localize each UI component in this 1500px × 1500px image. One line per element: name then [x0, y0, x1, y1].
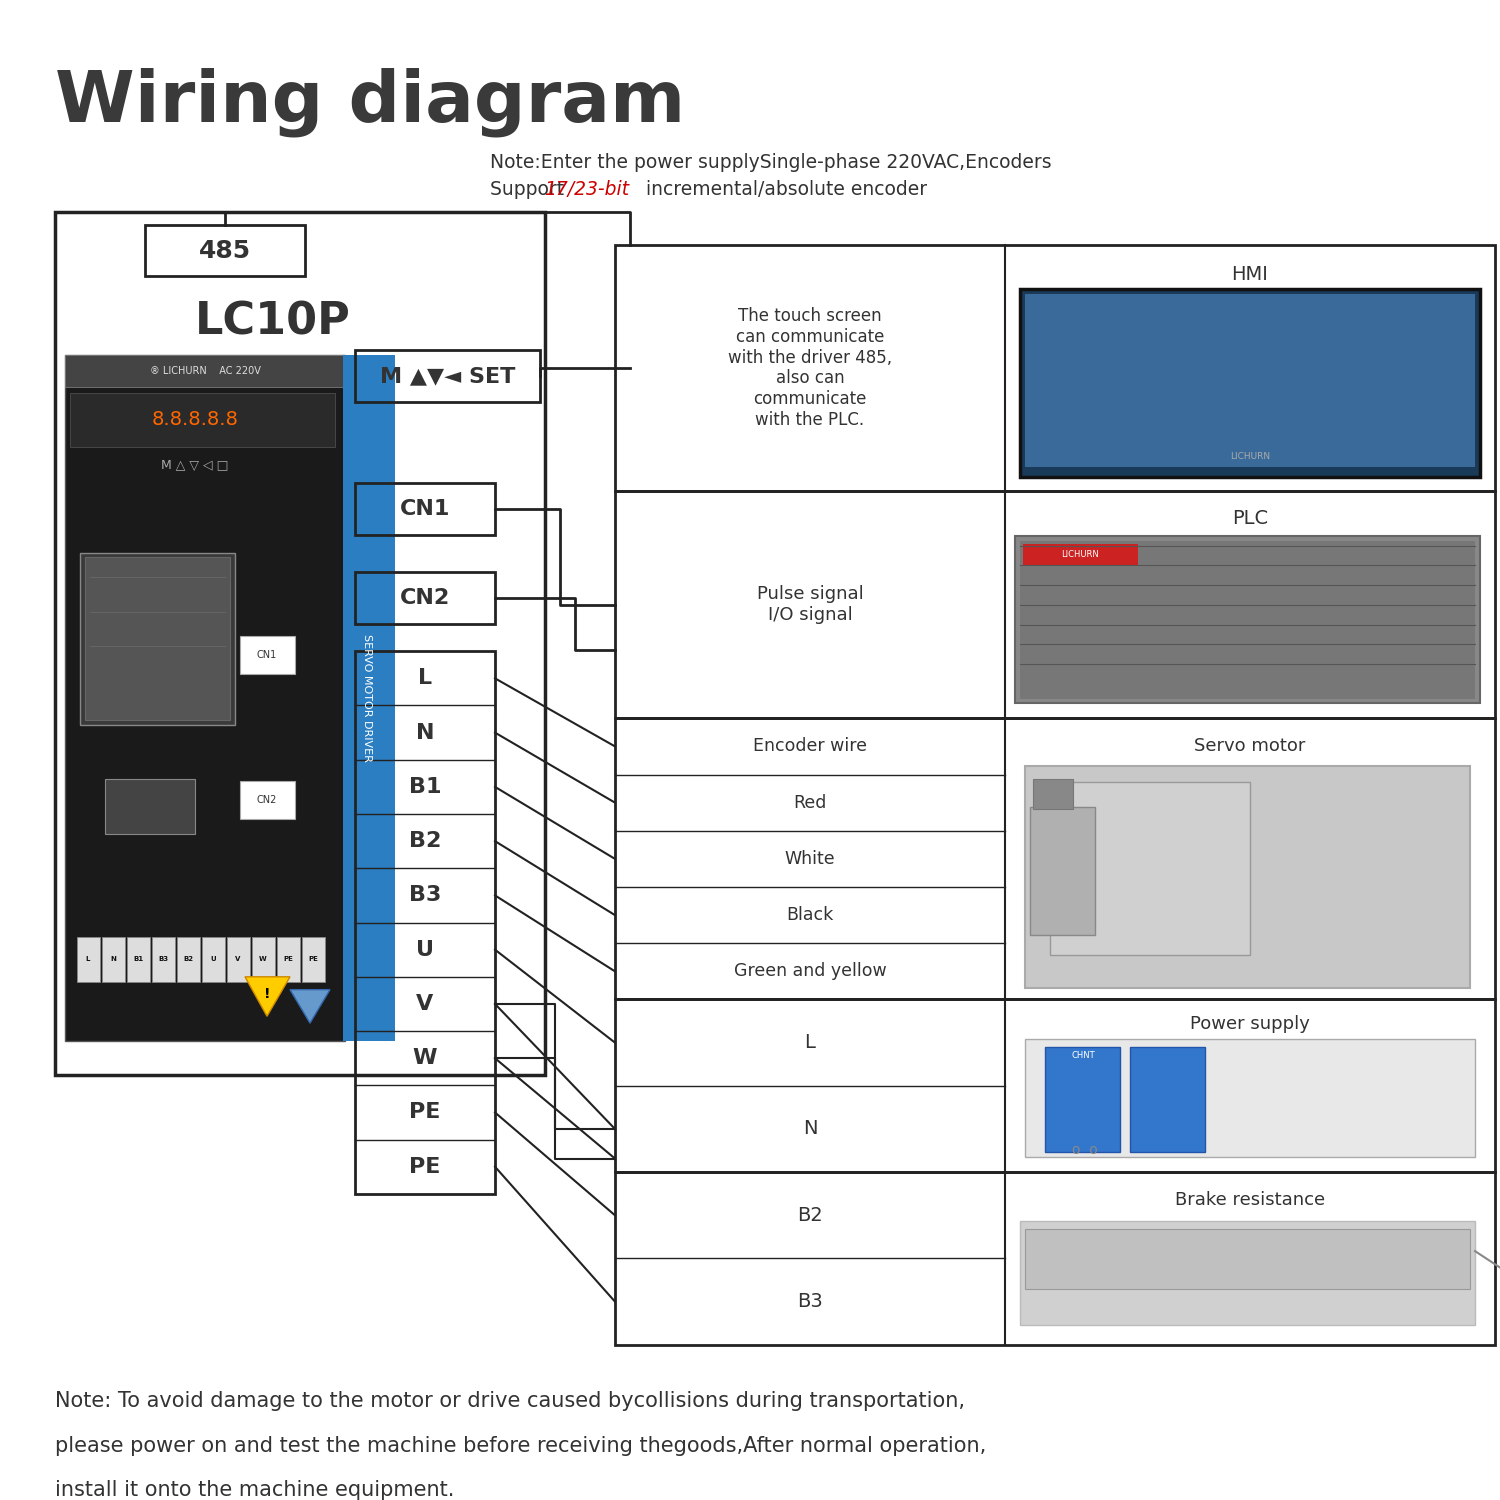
FancyBboxPatch shape [1024, 1230, 1470, 1288]
FancyBboxPatch shape [1024, 1040, 1474, 1158]
Text: 8.8.8.8.8: 8.8.8.8.8 [152, 410, 238, 429]
FancyBboxPatch shape [1024, 765, 1470, 987]
FancyBboxPatch shape [202, 938, 225, 981]
Text: LICHURN: LICHURN [1230, 453, 1270, 462]
Text: W: W [413, 1048, 438, 1068]
FancyBboxPatch shape [240, 782, 296, 819]
Text: Green and yellow: Green and yellow [734, 963, 886, 981]
FancyBboxPatch shape [70, 393, 334, 447]
FancyBboxPatch shape [1020, 540, 1474, 699]
FancyBboxPatch shape [1030, 807, 1095, 936]
FancyBboxPatch shape [1020, 1221, 1474, 1324]
Text: PE: PE [410, 1102, 441, 1122]
FancyBboxPatch shape [278, 938, 300, 981]
FancyBboxPatch shape [1130, 1047, 1204, 1152]
Text: Servo motor: Servo motor [1194, 736, 1305, 754]
Text: Note: To avoid damage to the motor or drive caused bycollisions during transport: Note: To avoid damage to the motor or dr… [56, 1390, 964, 1411]
FancyBboxPatch shape [128, 938, 150, 981]
FancyBboxPatch shape [1034, 780, 1072, 808]
Text: U: U [416, 939, 434, 960]
Text: CHNT: CHNT [1071, 1052, 1095, 1060]
Text: ® LICHURN    AC 220V: ® LICHURN AC 220V [150, 366, 261, 376]
Text: U: U [210, 956, 216, 962]
Text: please power on and test the machine before receiving thegoods,After normal oper: please power on and test the machine bef… [56, 1436, 987, 1455]
Text: CN1: CN1 [256, 650, 278, 660]
Text: B1: B1 [134, 956, 142, 962]
FancyBboxPatch shape [152, 938, 176, 981]
Text: SERVO MOTOR DRIVER: SERVO MOTOR DRIVER [362, 634, 372, 762]
Text: B1: B1 [408, 777, 441, 796]
Text: B3: B3 [158, 956, 168, 962]
Polygon shape [244, 976, 290, 1017]
Text: L: L [86, 956, 90, 962]
Text: Brake resistance: Brake resistance [1174, 1191, 1324, 1209]
FancyBboxPatch shape [344, 356, 394, 1041]
Text: o  o: o o [1072, 1143, 1098, 1158]
Text: W: W [260, 956, 267, 962]
FancyBboxPatch shape [302, 938, 326, 981]
FancyBboxPatch shape [1050, 783, 1250, 956]
Text: Wiring diagram: Wiring diagram [56, 68, 686, 136]
Text: L: L [419, 669, 432, 688]
Text: L: L [804, 1034, 816, 1052]
Text: PE: PE [308, 956, 318, 962]
FancyBboxPatch shape [1020, 290, 1480, 477]
Text: HMI: HMI [1232, 266, 1269, 284]
FancyBboxPatch shape [226, 938, 251, 981]
Text: N: N [802, 1119, 818, 1138]
Text: Support: Support [490, 180, 570, 198]
Text: B3: B3 [796, 1292, 824, 1311]
Text: CN2: CN2 [256, 795, 278, 806]
Text: B2: B2 [183, 956, 194, 962]
Text: N: N [110, 956, 116, 962]
FancyBboxPatch shape [80, 552, 236, 724]
Text: Power supply: Power supply [1190, 1016, 1310, 1034]
FancyBboxPatch shape [64, 356, 345, 1041]
Text: PE: PE [284, 956, 292, 962]
Text: Red: Red [794, 794, 826, 812]
Text: LICHURN: LICHURN [1060, 550, 1100, 560]
FancyBboxPatch shape [1046, 1047, 1120, 1152]
FancyBboxPatch shape [102, 938, 125, 981]
Text: White: White [784, 850, 836, 868]
Text: M ▲▼◄ SET: M ▲▼◄ SET [380, 366, 514, 386]
Text: !: ! [264, 987, 270, 1000]
FancyBboxPatch shape [86, 558, 230, 720]
FancyBboxPatch shape [1023, 543, 1138, 566]
Text: V: V [417, 994, 434, 1014]
FancyBboxPatch shape [240, 636, 296, 674]
Text: PLC: PLC [1232, 510, 1268, 528]
Text: B2: B2 [796, 1206, 824, 1225]
Text: M △ ▽ ◁ □: M △ ▽ ◁ □ [162, 459, 228, 472]
FancyBboxPatch shape [105, 780, 195, 834]
Text: The touch screen
can communicate
with the driver 485,
also can
communicate
with : The touch screen can communicate with th… [728, 308, 892, 429]
Text: Note:Enter the power supplySingle-phase 220VAC,Encoders: Note:Enter the power supplySingle-phase … [490, 153, 1052, 173]
Text: install it onto the machine equipment.: install it onto the machine equipment. [56, 1480, 454, 1500]
Text: LC10P: LC10P [195, 302, 351, 344]
Text: CN2: CN2 [400, 588, 450, 608]
Text: B3: B3 [410, 885, 441, 906]
FancyBboxPatch shape [252, 938, 274, 981]
Text: PE: PE [410, 1156, 441, 1176]
Text: incremental/absolute encoder: incremental/absolute encoder [640, 180, 927, 198]
FancyBboxPatch shape [64, 356, 345, 387]
Text: N: N [416, 723, 435, 742]
FancyBboxPatch shape [177, 938, 200, 981]
Text: 17/23-bit: 17/23-bit [544, 180, 628, 198]
Text: CN1: CN1 [400, 500, 450, 519]
FancyBboxPatch shape [1016, 536, 1480, 704]
Text: V: V [236, 956, 240, 962]
FancyBboxPatch shape [1024, 294, 1474, 466]
Text: Pulse signal
I/O signal: Pulse signal I/O signal [756, 585, 864, 624]
FancyBboxPatch shape [76, 938, 101, 981]
Text: B2: B2 [410, 831, 441, 850]
Polygon shape [290, 990, 330, 1023]
Text: Black: Black [786, 906, 834, 924]
Text: Encoder wire: Encoder wire [753, 738, 867, 756]
Text: 485: 485 [200, 238, 250, 262]
